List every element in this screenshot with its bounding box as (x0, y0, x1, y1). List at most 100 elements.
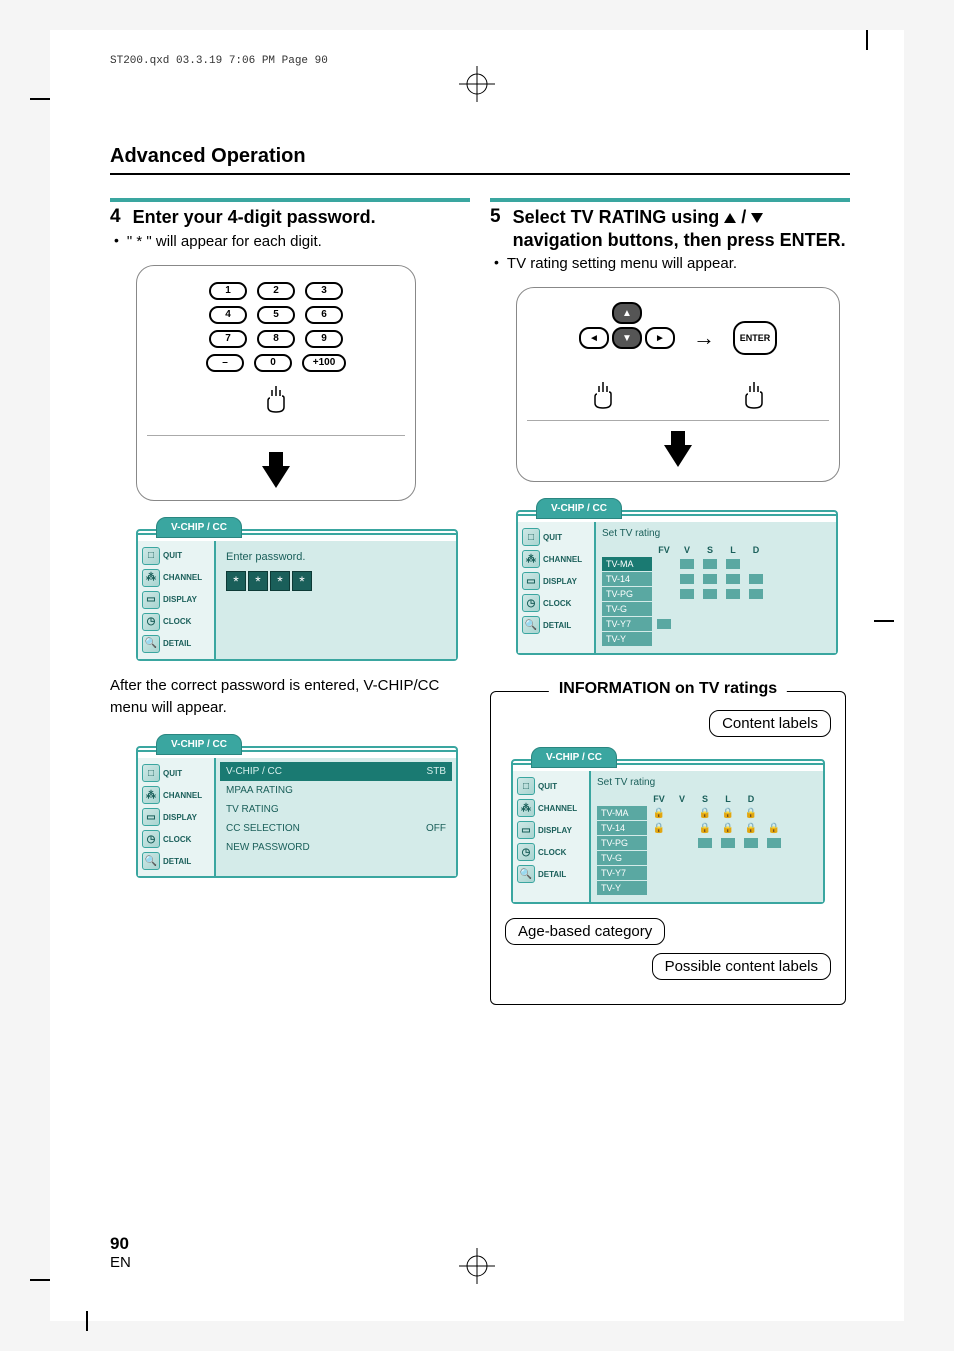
rating-cell: 🔒 (740, 821, 762, 835)
rating-cell (648, 851, 670, 865)
menu-row: MPAA RATING (220, 781, 452, 800)
rating-cell (722, 632, 744, 646)
side-detail: DETAIL (543, 621, 571, 630)
rating-cell (740, 836, 762, 850)
key-2: 2 (257, 282, 295, 300)
rating-cell (717, 836, 739, 850)
rating-cell (653, 617, 675, 631)
page-num-value: 90 (110, 1234, 131, 1254)
side-display: DISPLAY (163, 595, 197, 604)
divider (147, 435, 405, 436)
rating-cell: 🔒 (763, 821, 785, 835)
rating-cell: 🔒 (694, 821, 716, 835)
menu-row: CC SELECTIONOFF (220, 819, 452, 838)
side-clock: CLOCK (163, 617, 191, 626)
rating-cell (694, 881, 716, 895)
crop-tick (86, 1311, 88, 1331)
col-l: L (722, 545, 744, 555)
rating-cell (676, 632, 698, 646)
osd-main: Enter password. * * * * (216, 541, 456, 659)
osd-tab: V-CHIP / CC (531, 747, 617, 768)
rating-cell (745, 557, 767, 571)
title-underline (110, 173, 850, 175)
col-s: S (699, 545, 721, 555)
crop-tick (866, 30, 868, 50)
rating-label: TV-PG (597, 836, 647, 850)
rating-cell (699, 557, 721, 571)
right-column: 5 Select TV RATING using / navigation bu… (490, 198, 850, 1005)
rating-row: TV-Y (602, 632, 830, 646)
osd-tab: V-CHIP / CC (156, 517, 242, 538)
col-fv: FV (648, 794, 670, 804)
rating-row: TV-14🔒🔒🔒🔒🔒 (597, 821, 817, 835)
detail-icon: 🔍 (142, 852, 160, 870)
side-channel: CHANNEL (538, 804, 577, 813)
rating-cell (717, 881, 739, 895)
register-mark-bottom (457, 1246, 497, 1291)
star-box: * (248, 571, 268, 591)
rating-row: TV-Y7 (602, 617, 830, 631)
star-box: * (226, 571, 246, 591)
step-title: Enter your 4-digit password. (133, 206, 376, 229)
step-title: Select TV RATING using / navigation butt… (513, 206, 846, 251)
dpad-down: ▼ (612, 327, 642, 349)
side-display: DISPLAY (163, 813, 197, 822)
clock-icon: ◷ (142, 613, 160, 631)
rating-cell (763, 806, 785, 820)
osd-sidebar: □QUIT ⁂CHANNEL ▭DISPLAY ◷CLOCK 🔍DETAIL (138, 758, 216, 876)
rating-cell (653, 557, 675, 571)
rating-cell (722, 572, 744, 586)
rating-label: TV-G (602, 602, 652, 616)
rating-cell (671, 806, 693, 820)
page-number: 90 EN (110, 1234, 131, 1271)
key-7: 7 (209, 330, 247, 348)
star-box: * (292, 571, 312, 591)
step5-title-a: Select TV RATING using (513, 207, 725, 227)
rating-cell: 🔒 (717, 821, 739, 835)
rating-cell (676, 617, 698, 631)
hand-icon (590, 380, 616, 410)
rating-cell (745, 632, 767, 646)
menu-row: TV RATING (220, 800, 452, 819)
dpad-left: ◄ (579, 327, 609, 349)
rating-label: TV-PG (602, 587, 652, 601)
rating-cell (676, 572, 698, 586)
rating-cell (699, 587, 721, 601)
rating-cell (722, 602, 744, 616)
rating-label: TV-Y (597, 881, 647, 895)
key-6: 6 (305, 306, 343, 324)
osd-sidebar: □QUIT ⁂CHANNEL ▭DISPLAY ◷CLOCK 🔍DETAIL (513, 771, 591, 902)
crop-tick (30, 98, 50, 100)
register-mark-top (457, 64, 497, 104)
section-title: Advanced Operation (110, 145, 306, 168)
rating-cell (671, 881, 693, 895)
rating-cell (699, 602, 721, 616)
rating-title: Set TV rating (597, 777, 817, 788)
rating-cell (745, 572, 767, 586)
rating-cell (671, 821, 693, 835)
rating-cell (699, 617, 721, 631)
key-plus100: +100 (302, 354, 346, 372)
rating-label: TV-14 (597, 821, 647, 835)
side-quit: QUIT (538, 782, 557, 791)
rating-cell: 🔒 (740, 806, 762, 820)
key-3: 3 (305, 282, 343, 300)
side-display: DISPLAY (538, 826, 572, 835)
side-clock: CLOCK (163, 835, 191, 844)
password-stars: * * * * (226, 571, 446, 591)
step4-head: 4 Enter your 4-digit password. (110, 206, 470, 229)
keypad: 123 456 789 –0+100 (206, 282, 346, 372)
rating-cell (763, 866, 785, 880)
side-channel: CHANNEL (543, 555, 582, 564)
side-channel: CHANNEL (163, 573, 202, 582)
rating-label: TV-Y7 (602, 617, 652, 631)
rating-label: TV-MA (602, 557, 652, 571)
rating-row: TV-MA (602, 557, 830, 571)
rating-row: TV-PG (597, 836, 817, 850)
hand-icon (741, 380, 767, 410)
col-v: V (676, 545, 698, 555)
rating-label: TV-Y (602, 632, 652, 646)
rating-cell (745, 587, 767, 601)
down-arrow-icon (751, 213, 763, 223)
step-number: 5 (490, 206, 501, 228)
